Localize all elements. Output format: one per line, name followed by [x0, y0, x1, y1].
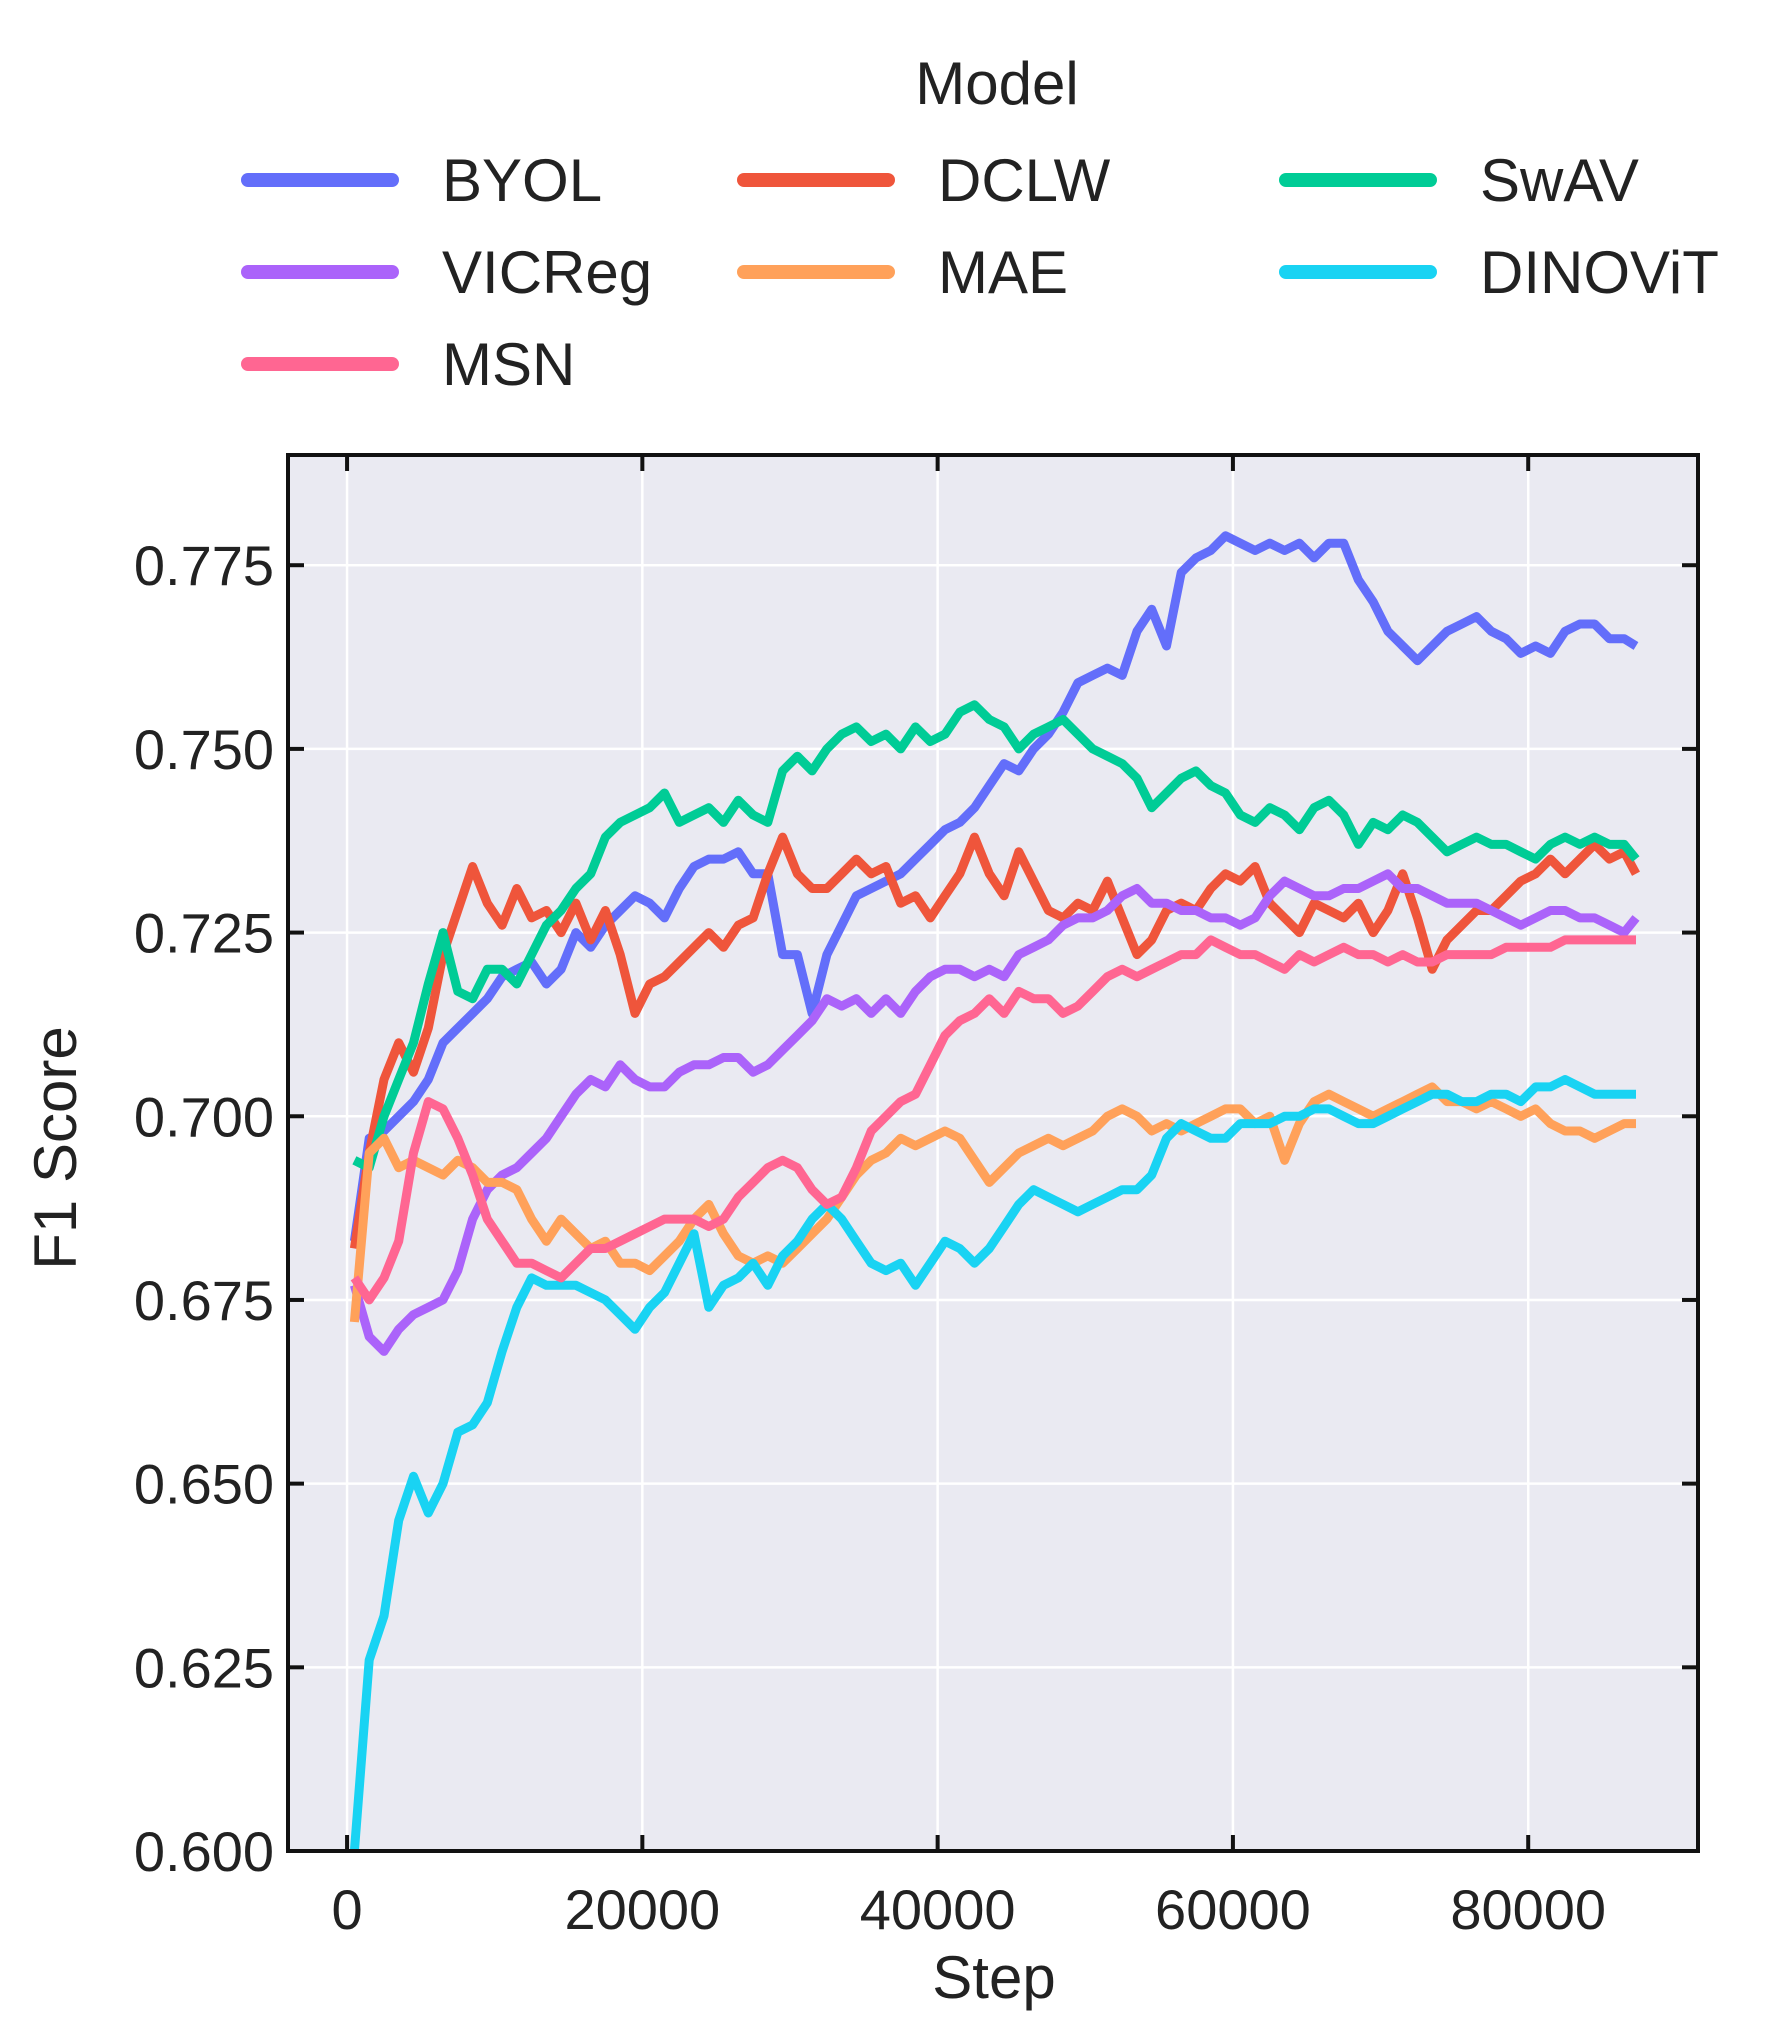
legend-title: Model: [915, 50, 1078, 117]
series-line-msn: [350, 935, 1636, 1305]
series-line-byol: [349, 531, 1639, 1242]
axis-ticks: 0 20000 40000 60000 80000 0.600 0.625 0.650 0.67…: [134, 455, 1698, 1941]
legend-label-dclw: DCLW: [938, 147, 1111, 214]
series-line-vicreg: [350, 869, 1640, 1356]
series-line-mae: [349, 1082, 1636, 1323]
legend-label-dinovit: DINOViT: [1480, 239, 1719, 306]
y-tick-label-1: 0.625: [134, 1636, 274, 1699]
series-line-dclw: [349, 832, 1640, 1250]
x-tick-label-1: 20000: [564, 1878, 720, 1941]
y-axis-label: F1 Score: [22, 1026, 89, 1269]
series-line-swav: [352, 700, 1640, 1173]
y-tick-label-5: 0.725: [134, 902, 274, 965]
legend-label-msn: MSN: [442, 331, 575, 398]
y-tick-label-6: 0.750: [134, 718, 274, 781]
plot-background: [288, 455, 1698, 1851]
x-tick-label-3: 60000: [1155, 1878, 1311, 1941]
x-axis-label: Step: [932, 1944, 1055, 2011]
plot-frame: [286, 453, 1700, 1853]
series-lines: [349, 531, 1640, 1851]
x-tick-label-4: 80000: [1450, 1878, 1606, 1941]
legend-label-swav: SwAV: [1480, 147, 1639, 214]
x-tick-label-0: 0: [331, 1878, 362, 1941]
y-tick-label-0: 0.600: [134, 1820, 274, 1883]
y-tick-label-2: 0.650: [134, 1453, 274, 1516]
legend-label-vicreg: VICReg: [442, 239, 652, 306]
y-tick-label-7: 0.775: [134, 534, 274, 597]
x-tick-label-2: 40000: [860, 1878, 1016, 1941]
legend-label-byol: BYOL: [442, 147, 602, 214]
y-tick-label-4: 0.700: [134, 1085, 274, 1148]
legend-label-mae: MAE: [938, 239, 1068, 306]
y-tick-label-3: 0.675: [134, 1269, 274, 1332]
series-line-dinovit: [349, 1075, 1636, 1851]
legend: Model BYOL DCLW SwAV VICReg MAE DINOViT MSN: [241, 50, 1719, 398]
